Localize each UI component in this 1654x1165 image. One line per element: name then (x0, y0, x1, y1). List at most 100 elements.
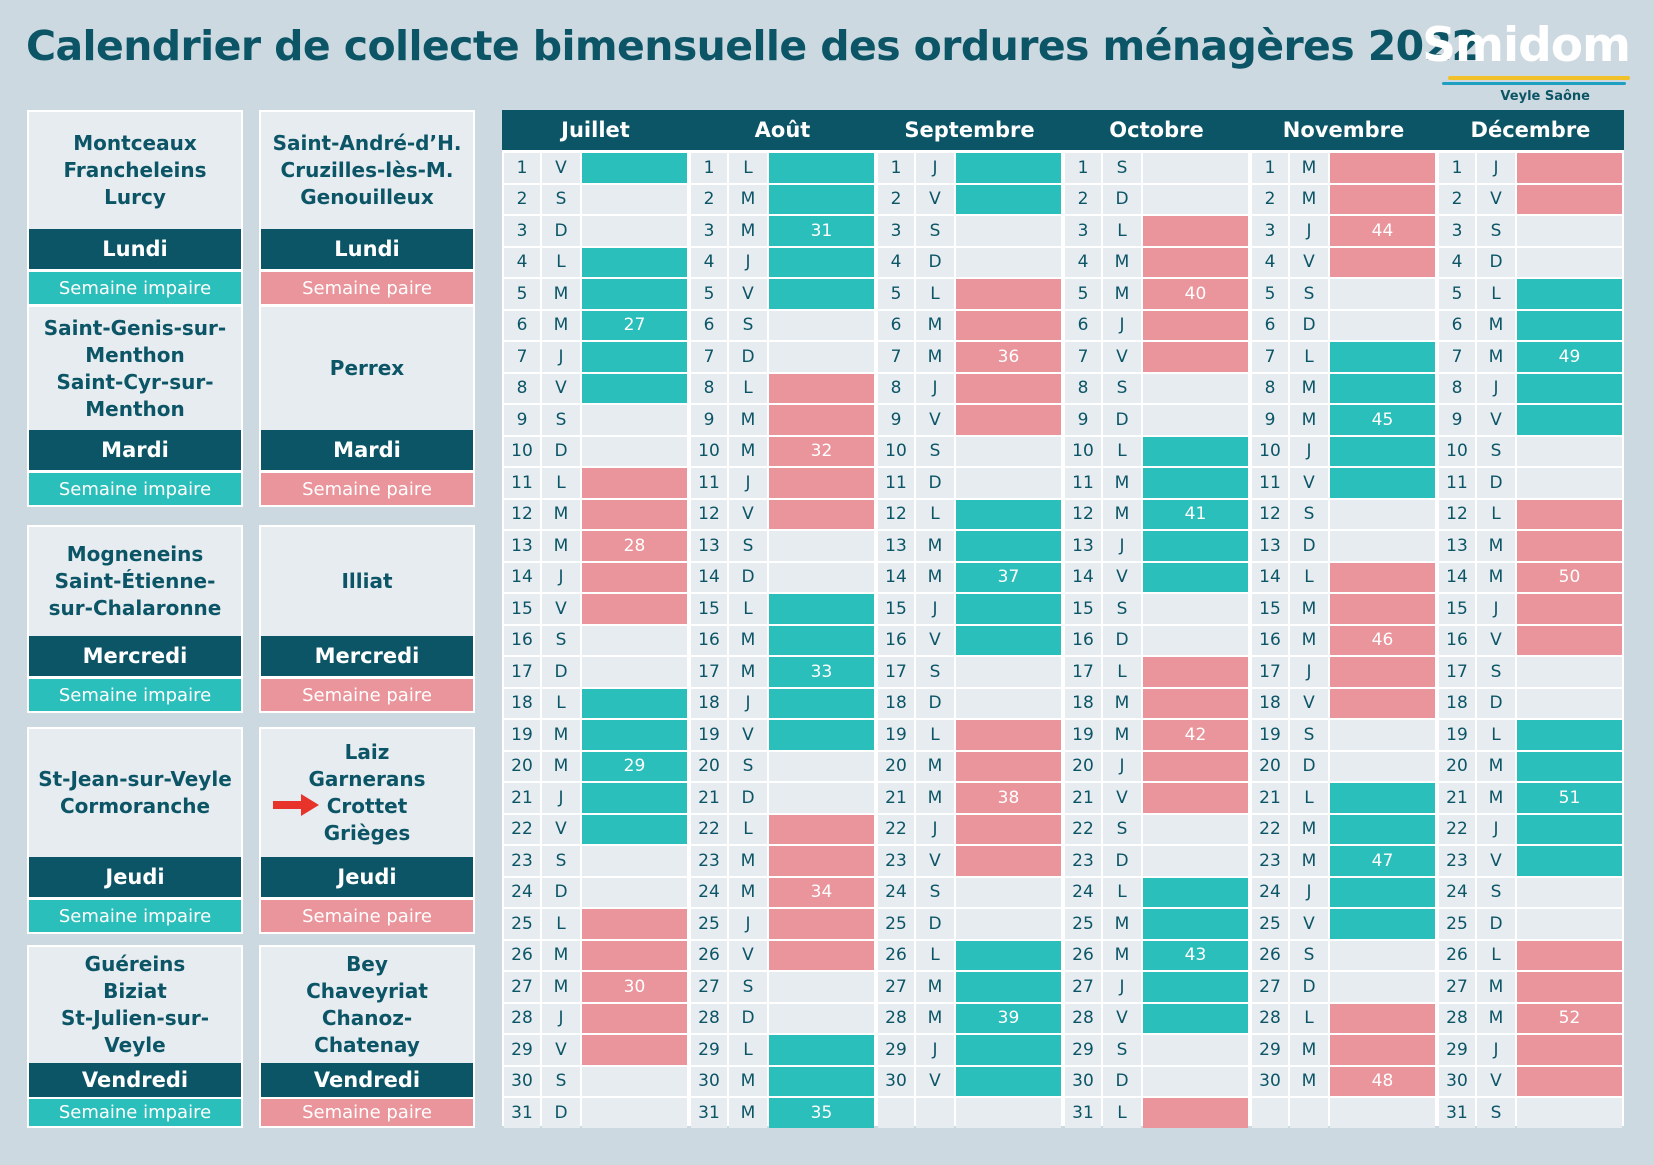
collection-week-band (1517, 1035, 1622, 1065)
empty-cell (582, 1098, 687, 1128)
month-column: Juillet 1 V 2 S 3 D 4 L 5 M 6 M 27 7 J 8 V 9 S 10 D 11 L 12 M 13 M 2… (502, 110, 689, 1128)
weekday-letter: V (542, 594, 580, 624)
day-number: 8 (878, 373, 914, 403)
day-number: 27 (1065, 972, 1101, 1002)
collection-week-band (1330, 877, 1435, 907)
collection-week-band (1517, 531, 1622, 561)
collection-week-band (956, 373, 1061, 403)
day-number: 1 (504, 153, 540, 183)
day-number: 27 (878, 972, 914, 1002)
collection-week-band (1330, 562, 1435, 592)
day-number: 30 (691, 1066, 727, 1096)
empty-cell (956, 436, 1061, 466)
weekday-letter: M (1103, 909, 1141, 939)
collection-week-band (769, 940, 874, 970)
day-number: 22 (1252, 814, 1288, 844)
week-parity-badge: Semaine impaire (29, 1099, 241, 1126)
collection-week-band (1143, 436, 1248, 466)
weekday-letter: D (729, 1003, 767, 1033)
day-number: 18 (691, 688, 727, 718)
collection-week-band (1330, 468, 1435, 498)
day-number: 30 (1252, 1066, 1288, 1096)
day-number: 5 (504, 279, 540, 309)
weekday-letter: M (729, 1098, 767, 1128)
collection-week-band (1143, 972, 1248, 1002)
month-header: Septembre (876, 110, 1063, 150)
weekday-letter: S (1103, 594, 1141, 624)
divider (261, 897, 473, 900)
commune-names: Saint-Genis-sur- Menthon Saint-Cyr-sur- Men… (29, 307, 241, 430)
weekday-letter: D (542, 216, 580, 246)
day-number: 4 (878, 247, 914, 277)
weekday-letter: D (1290, 531, 1328, 561)
weekday-letter: S (729, 972, 767, 1002)
logo-yellow-stripe (1448, 76, 1630, 80)
weekday-letter: D (1477, 909, 1515, 939)
collection-week-band (769, 153, 874, 183)
collection-week-band (769, 247, 874, 277)
divider (261, 470, 473, 473)
week-number: 45 (1330, 405, 1435, 435)
week-number: 37 (956, 562, 1061, 592)
commune-card: St-Jean-sur-Veyle Cormoranche Jeudi Semaine… (27, 727, 243, 934)
day-number: 7 (1252, 342, 1288, 372)
week-number: 31 (769, 216, 874, 246)
week-number: 27 (582, 310, 687, 340)
day-number: 22 (504, 814, 540, 844)
commune-name: Chanoz-Chatenay (314, 1006, 420, 1057)
commune-name: Francheleins (63, 158, 207, 182)
day-number: 25 (691, 909, 727, 939)
collection-week-band (769, 688, 874, 718)
day-number: 2 (504, 184, 540, 214)
collection-week-band (956, 531, 1061, 561)
commune-names: St-Jean-sur-Veyle Cormoranche (29, 729, 241, 857)
weekday-letter: M (542, 279, 580, 309)
collection-week-band (1517, 751, 1622, 781)
collection-week-band (956, 625, 1061, 655)
day-number: 6 (878, 310, 914, 340)
commune-name: Genouilleux (300, 185, 434, 209)
weekday-letter: L (1103, 216, 1141, 246)
day-number: 7 (691, 342, 727, 372)
commune-name: Perrex (329, 356, 405, 380)
collection-week-band (582, 814, 687, 844)
weekday-letter: J (916, 373, 954, 403)
weekday-letter: D (729, 562, 767, 592)
weekday-letter: M (729, 1066, 767, 1096)
day-number: 5 (1065, 279, 1101, 309)
weekday-letter: V (1477, 625, 1515, 655)
weekday-letter: V (1477, 1066, 1515, 1096)
day-number: 17 (691, 657, 727, 687)
day-number: 15 (691, 594, 727, 624)
day-number: 4 (504, 247, 540, 277)
day-number: 31 (1439, 1098, 1475, 1128)
weekday-letter: M (916, 972, 954, 1002)
day-number: 8 (504, 373, 540, 403)
collection-week-band (956, 153, 1061, 183)
empty-cell (1143, 184, 1248, 214)
empty-cell (1330, 972, 1435, 1002)
weekday-letter: M (1290, 1035, 1328, 1065)
day-number: 8 (1439, 373, 1475, 403)
weekday-letter: M (1103, 940, 1141, 970)
day-number: 6 (691, 310, 727, 340)
weekday-letter: M (1477, 1003, 1515, 1033)
commune-names: Mogneneins Saint-Étienne-sur-Chalaronne (29, 527, 241, 636)
empty-cell (1517, 468, 1622, 498)
empty-cell (1517, 688, 1622, 718)
collection-week-band (1143, 247, 1248, 277)
weekday-letter: S (1103, 814, 1141, 844)
empty-cell (956, 877, 1061, 907)
day-number: 4 (691, 247, 727, 277)
empty-cell (1517, 1098, 1622, 1128)
week-number: 40 (1143, 279, 1248, 309)
empty-cell (1330, 279, 1435, 309)
weekday-letter: S (1477, 1098, 1515, 1128)
commune-names: Bey Chaveyriat Chanoz-Chatenay (261, 947, 473, 1063)
day-number: 28 (1439, 1003, 1475, 1033)
weekday-letter: L (1477, 720, 1515, 750)
collection-calendar: Juillet 1 V 2 S 3 D 4 L 5 M 6 M 27 7 J 8 V 9 S 10 D 11 L 12 M 13 M 2… (502, 110, 1624, 1128)
day-number: 17 (1439, 657, 1475, 687)
day-number: 30 (878, 1066, 914, 1096)
weekday-letter: S (1477, 216, 1515, 246)
